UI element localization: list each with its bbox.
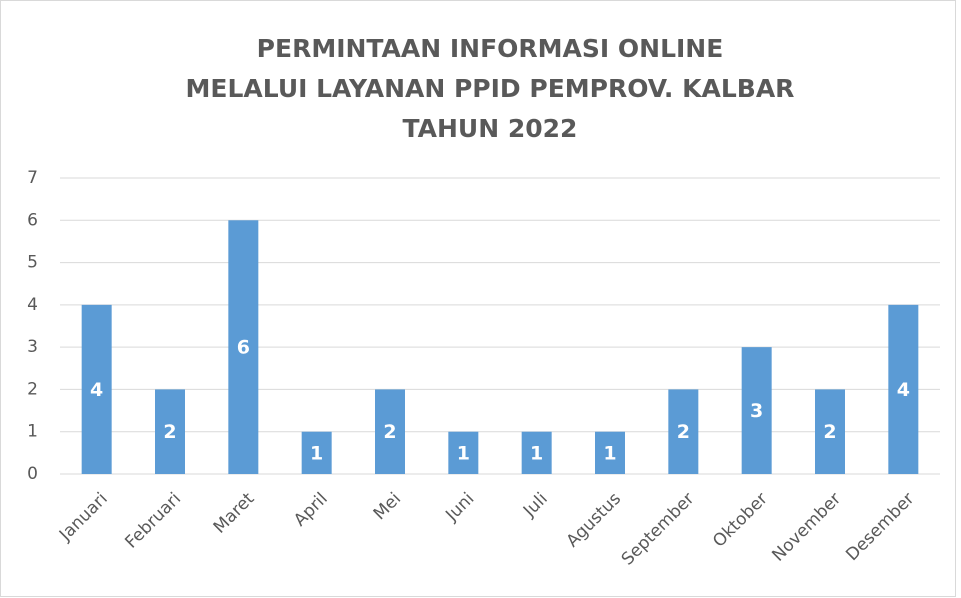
data-label: 2 <box>383 421 396 443</box>
bar <box>448 431 479 474</box>
bar <box>155 389 185 474</box>
chart-title: MELALUI LAYANAN PPID PEMPROV. KALBAR <box>186 74 795 103</box>
data-label: 2 <box>163 421 176 443</box>
data-label: 1 <box>530 442 543 464</box>
data-label: 4 <box>90 379 103 401</box>
bar <box>81 304 112 474</box>
bar <box>375 389 405 474</box>
y-tick-label: 3 <box>27 337 38 357</box>
bar <box>595 431 625 474</box>
data-label: 1 <box>310 442 323 464</box>
data-label: 2 <box>823 421 836 443</box>
chart-title: TAHUN 2022 <box>403 114 578 143</box>
data-label: 3 <box>750 400 763 422</box>
chart-title: PERMINTAAN INFORMASI ONLINE <box>257 34 724 63</box>
bar <box>301 431 332 474</box>
bar <box>668 389 699 474</box>
bar <box>521 431 552 474</box>
data-label: 2 <box>677 421 690 443</box>
y-tick-label: 7 <box>27 168 38 188</box>
y-tick-label: 0 <box>27 464 38 484</box>
data-label: 1 <box>457 442 470 464</box>
data-label: 4 <box>897 379 910 401</box>
y-tick-label: 6 <box>27 210 38 230</box>
data-label: 6 <box>237 337 250 359</box>
bar <box>815 389 845 474</box>
bar <box>228 220 259 474</box>
y-tick-label: 1 <box>27 422 38 442</box>
bar <box>888 304 919 474</box>
y-tick-label: 2 <box>27 379 38 399</box>
bar <box>741 347 772 474</box>
y-tick-label: 4 <box>27 295 38 315</box>
y-tick-label: 5 <box>27 253 38 273</box>
data-label: 1 <box>603 442 616 464</box>
